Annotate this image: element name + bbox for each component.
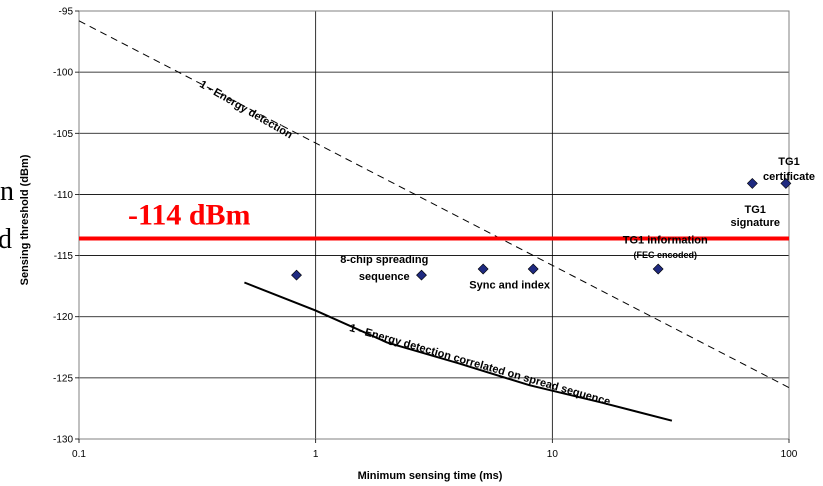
x-tick-label: 10 xyxy=(547,449,559,460)
line-label: 1 - Energy detection correlated on sprea… xyxy=(348,322,612,408)
y-tick-label: -110 xyxy=(54,190,74,201)
line-label: 1 - Energy detection xyxy=(197,78,294,141)
data-point xyxy=(416,269,427,281)
y-tick-label: -115 xyxy=(54,251,74,262)
annotation: TG1 xyxy=(778,156,799,168)
annotation: signature xyxy=(730,217,780,229)
x-tick-label: 100 xyxy=(781,449,798,460)
plot-area xyxy=(78,10,790,440)
annotation: TG1 information xyxy=(623,234,708,246)
side-fragment-n: n xyxy=(0,176,14,207)
y-tick-label: -120 xyxy=(53,312,73,323)
y-tick-label: -95 xyxy=(59,7,74,18)
annotation: sequence xyxy=(359,271,410,283)
threshold-group: -114 dBm xyxy=(79,198,789,241)
x-tick-label: 1 xyxy=(313,449,319,460)
energy-detection-line xyxy=(78,20,790,389)
y-axis: -95 -100 -105 -110 -115 -120 -125 -130 xyxy=(53,7,79,446)
y-axis-title: Sensing threshold (dBm) xyxy=(19,154,31,285)
data-point xyxy=(527,263,539,275)
y-tick-label: -100 xyxy=(53,68,73,79)
y-tick-label: -130 xyxy=(53,435,73,446)
annotations: 8-chip spreading sequence Sync and index TG… xyxy=(340,156,815,292)
annotation: Sync and index xyxy=(469,280,551,292)
data-point xyxy=(477,263,489,275)
data-point xyxy=(746,177,758,189)
x-axis-title: Minimum sensing time (ms) xyxy=(358,470,503,482)
threshold-label: -114 dBm xyxy=(128,198,251,231)
data-point xyxy=(291,269,302,281)
annotation: certificate xyxy=(763,171,815,183)
x-axis: 0.1 1 10 100 xyxy=(72,439,798,460)
y-tick-label: -105 xyxy=(53,129,73,140)
data-point xyxy=(652,263,664,275)
side-fragment-d: d xyxy=(0,224,12,255)
data-point xyxy=(780,177,792,189)
x-tick-label: 0.1 xyxy=(72,449,86,460)
annotation: (FEC encoded) xyxy=(633,250,697,260)
y-tick-label: -125 xyxy=(53,373,73,384)
annotation: 8-chip spreading xyxy=(340,254,428,266)
data-points xyxy=(291,177,792,281)
annotation: TG1 xyxy=(745,204,766,216)
correlated-detection-line xyxy=(244,281,673,422)
